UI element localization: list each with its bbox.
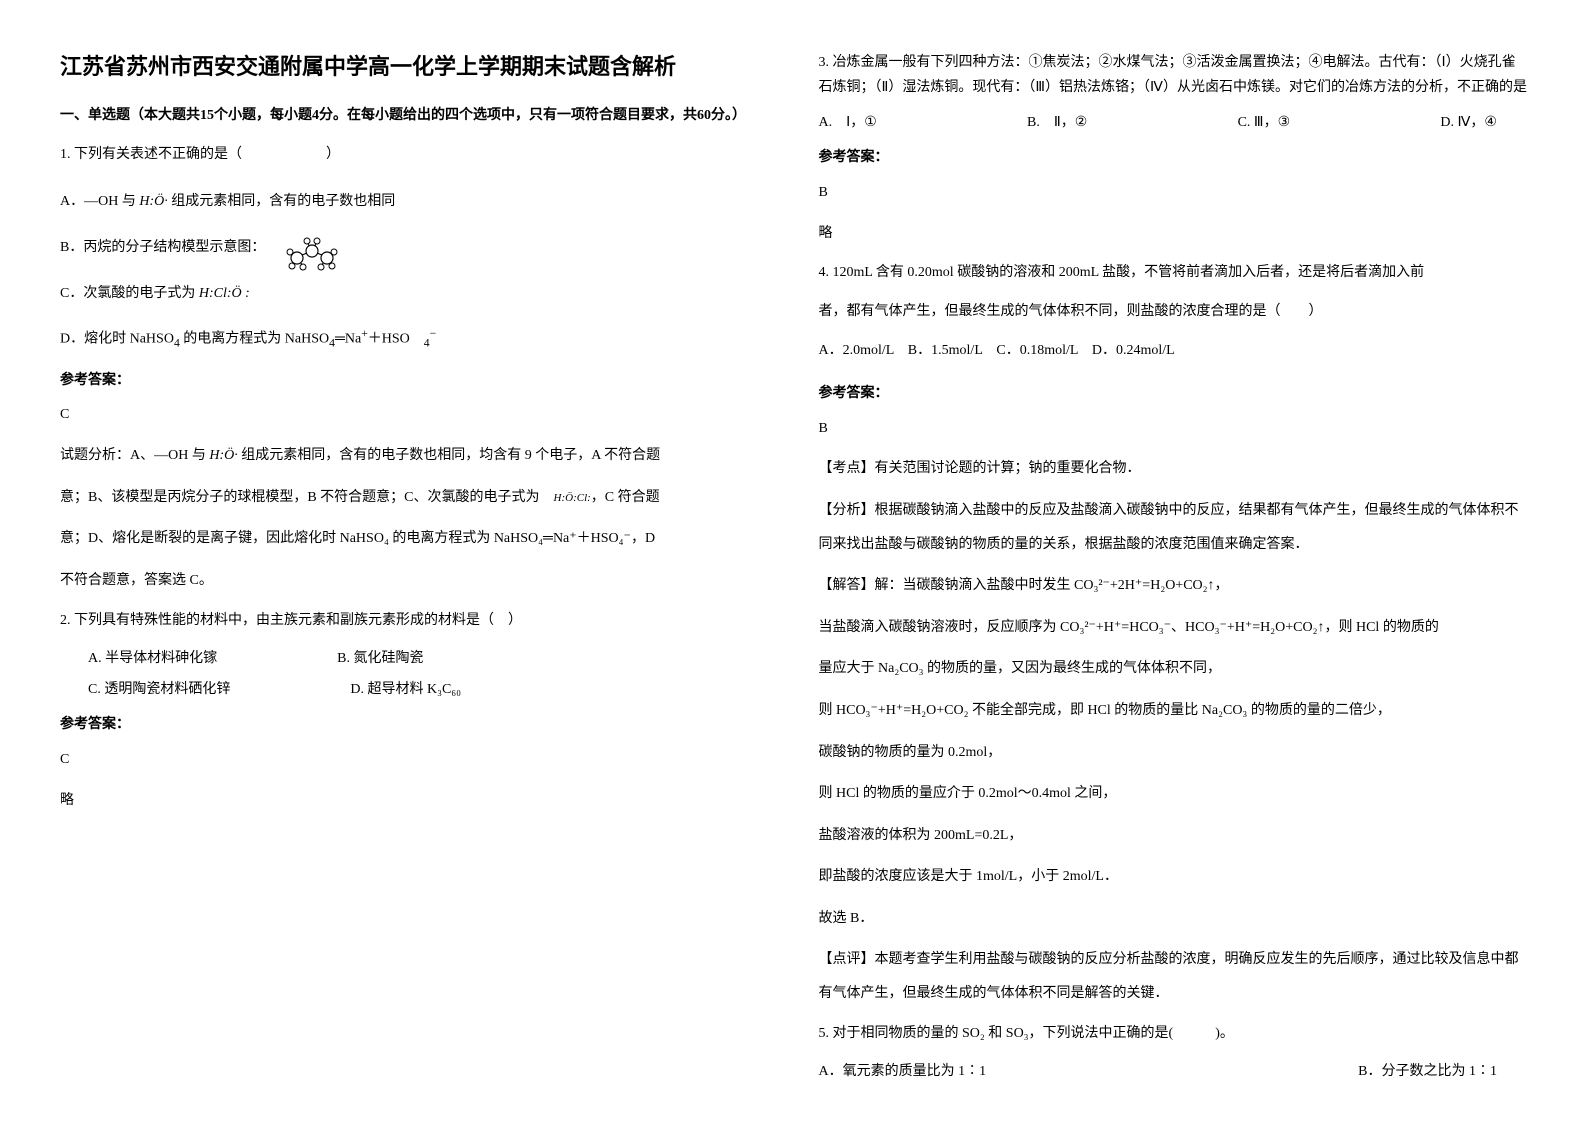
q3-answer: B <box>819 178 1528 209</box>
q1-optA-formula: H:Ö· <box>139 194 167 209</box>
q4-jieda-4: 则 HCO₃⁻+H⁺=H₂O+CO₂ 不能全部完成，即 HCl 的物质的量比 N… <box>819 694 1528 728</box>
q1-option-b: B．丙烷的分子结构模型示意图： <box>60 223 769 273</box>
q2-options-row1: A. 半导体材料砷化镓 B. 氮化硅陶瓷 <box>60 644 769 675</box>
q1-option-c: C．次氯酸的电子式为 H:Cl:Ö : <box>60 277 769 311</box>
q4-jieda-7: 盐酸溶液的体积为 200mL=0.2L， <box>819 819 1528 853</box>
q4-jieda-1: 【解答】解：当碳酸钠滴入盐酸中时发生 CO₃²⁻+2H⁺=H₂O+CO₂↑， <box>819 569 1528 603</box>
q1-option-a: A．—OH 与 H:Ö· 组成元素相同，含有的电子数也相同 <box>60 185 769 219</box>
q1-analysis-1: 试题分析：A、—OH 与 H:Ö· 组成元素相同，含有的电子数也相同，均含有 9… <box>60 439 769 473</box>
q4-jieda-6: 则 HCl 的物质的量应介于 0.2mol～0.4mol 之间， <box>819 777 1528 811</box>
q4-jieda-8: 即盐酸的浓度应该是大于 1mol/L，小于 2mol/L． <box>819 860 1528 894</box>
q3-option-a: A. Ⅰ，① <box>819 108 877 139</box>
q4-fenxi: 【分析】根据碳酸钠滴入盐酸中的反应及盐酸滴入碳酸钠中的反应，结果都有气体产生，但… <box>819 494 1528 561</box>
q2-option-d: D. 超导材料 K₃C₆₀ <box>350 675 461 706</box>
q4-jieda-9: 故选 B． <box>819 902 1528 936</box>
q2-answer-label: 参考答案： <box>60 710 769 741</box>
q3-options: A. Ⅰ，① B. Ⅱ，② C. Ⅲ，③ D. Ⅳ，④ <box>819 108 1528 139</box>
q2-answer: C <box>60 745 769 776</box>
q1-answer-label: 参考答案： <box>60 366 769 397</box>
q2-option-a: A. 半导体材料砷化镓 <box>88 644 217 675</box>
document-title: 江苏省苏州市西安交通附属中学高一化学上学期期末试题含解析 <box>60 50 769 83</box>
q1-optB-text: B．丙烷的分子结构模型示意图： <box>60 240 265 255</box>
q4-options: A．2.0mol/L B．1.5mol/L C．0.18mol/L D．0.24… <box>819 336 1528 367</box>
q2-option-b: B. 氮化硅陶瓷 <box>337 644 423 675</box>
q1-option-d: D．熔化时 NaHSO4 的电离方程式为 NaHSO4═Na+＋HSO 4− <box>60 320 769 357</box>
q5-stem: 5. 对于相同物质的量的 SO₂ 和 SO₃，下列说法中正确的是( )。 <box>819 1019 1528 1050</box>
section-1-header: 一、单选题（本大题共15个小题，每小题4分。在每小题给出的四个选项中，只有一项符… <box>60 103 769 128</box>
q4-dianping: 【点评】本题考查学生利用盐酸与碳酸钠的反应分析盐酸的浓度，明确反应发生的先后顺序… <box>819 943 1528 1010</box>
q5-options: A．氧元素的质量比为 1∶1 B．分子数之比为 1∶1 <box>819 1057 1528 1088</box>
q1-answer: C <box>60 400 769 431</box>
q1-analysis-2: 意；B、该模型是丙烷分子的球棍模型，B 不符合题意；C、次氯酸的电子式为 H:Ö… <box>60 481 769 515</box>
propane-molecule-icon <box>277 223 347 273</box>
q4-jieda-5: 碳酸钠的物质的量为 0.2mol， <box>819 736 1528 770</box>
q1-analysis-3: 意；D、熔化是断裂的是离子键，因此熔化时 NaHSO₄ 的电离方程式为 NaHS… <box>60 522 769 556</box>
q3-option-d: D. Ⅳ，④ <box>1440 108 1497 139</box>
q2-brief: 略 <box>60 784 769 818</box>
q1-optC-pre: C．次氯酸的电子式为 <box>60 286 199 301</box>
q3-option-b: B. Ⅱ，② <box>1027 108 1087 139</box>
right-column: 3. 冶炼金属一般有下列四种方法：①焦炭法；②水煤气法；③活泼金属置换法；④电解… <box>819 50 1528 1072</box>
q1-stem: 1. 下列有关表述不正确的是（ ） <box>60 140 769 171</box>
q2-stem: 2. 下列具有特殊性能的材料中，由主族元素和副族元素形成的材料是（ ） <box>60 606 769 637</box>
q1-optC-formula: H:Cl:Ö : <box>199 286 250 301</box>
q3-answer-label: 参考答案： <box>819 143 1528 174</box>
q3-brief: 略 <box>819 217 1528 251</box>
q4-answer: B <box>819 414 1528 445</box>
q4-jieda-3: 量应大于 Na₂CO₃ 的物质的量，又因为最终生成的气体体积不同， <box>819 652 1528 686</box>
q4-stem-1: 4. 120mL 含有 0.20mol 碳酸钠的溶液和 200mL 盐酸，不管将… <box>819 258 1528 289</box>
q4-stem-2: 者，都有气体产生，但最终生成的气体体积不同，则盐酸的浓度合理的是（ ） <box>819 297 1528 328</box>
q5-option-a: A．氧元素的质量比为 1∶1 <box>819 1057 987 1088</box>
q4-answer-label: 参考答案： <box>819 379 1528 410</box>
left-column: 江苏省苏州市西安交通附属中学高一化学上学期期末试题含解析 一、单选题（本大题共1… <box>60 50 769 1072</box>
q1-analysis-4: 不符合题意，答案选 C。 <box>60 564 769 598</box>
q5-option-b: B．分子数之比为 1∶1 <box>1358 1057 1497 1088</box>
q2-options-row2: C. 透明陶瓷材料硒化锌 D. 超导材料 K₃C₆₀ <box>60 675 769 706</box>
q4-kaodian: 【考点】有关范围讨论题的计算；钠的重要化合物． <box>819 452 1528 486</box>
q1-optA-tail: 组成元素相同，含有的电子数也相同 <box>168 194 396 209</box>
q2-option-c: C. 透明陶瓷材料硒化锌 <box>88 675 230 706</box>
q3-stem: 3. 冶炼金属一般有下列四种方法：①焦炭法；②水煤气法；③活泼金属置换法；④电解… <box>819 50 1528 100</box>
q4-jieda-2: 当盐酸滴入碳酸钠溶液时，反应顺序为 CO₃²⁻+H⁺=HCO₃⁻、HCO₃⁻+H… <box>819 611 1528 645</box>
q1-optA-pre: A．—OH 与 <box>60 194 139 209</box>
q3-option-c: C. Ⅲ，③ <box>1238 108 1291 139</box>
